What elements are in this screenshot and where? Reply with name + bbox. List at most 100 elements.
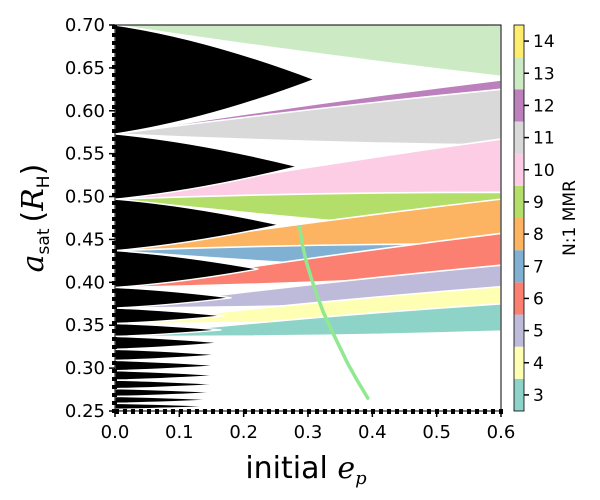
x-minor-tick xyxy=(139,409,143,414)
y-minor-tick xyxy=(112,313,117,317)
y-minor-tick xyxy=(112,169,117,173)
y-minor-tick xyxy=(112,393,117,397)
x-minor-tick xyxy=(459,409,463,414)
y-minor-tick xyxy=(112,65,117,69)
y-tick-label: 0.55 xyxy=(65,144,105,165)
y-minor-tick xyxy=(112,345,117,349)
green-curve xyxy=(297,224,370,400)
x-minor-tick xyxy=(219,409,223,414)
mmr-band-13 xyxy=(115,25,501,78)
colorbar-swatch-8 xyxy=(514,218,524,251)
unstable-region xyxy=(115,387,221,398)
colorbar-swatch-13 xyxy=(514,57,524,90)
x-tick-label: 0.1 xyxy=(165,422,194,443)
x-tick-label: 0.5 xyxy=(422,422,451,443)
x-minor-tick xyxy=(363,409,367,414)
x-minor-tick xyxy=(259,409,263,414)
x-minor-tick xyxy=(355,409,359,414)
y-minor-tick xyxy=(112,377,117,381)
y-minor-tick xyxy=(112,73,117,77)
x-minor-tick xyxy=(267,409,271,414)
unstable-region xyxy=(115,322,222,338)
x-minor-tick xyxy=(251,409,255,414)
colorbar-tick-label: 4 xyxy=(533,354,544,374)
y-minor-tick xyxy=(112,201,117,205)
y-minor-tick xyxy=(112,273,117,277)
y-tick-label: 0.60 xyxy=(65,101,105,122)
colorbar-tick-label: 11 xyxy=(533,129,555,149)
y-tick-label: 0.25 xyxy=(65,401,105,422)
y-minor-tick xyxy=(112,105,117,109)
x-minor-tick xyxy=(315,409,319,414)
x-minor-tick xyxy=(203,409,207,414)
y-minor-tick xyxy=(112,257,117,261)
x-minor-tick xyxy=(467,409,471,414)
x-minor-tick xyxy=(291,409,295,414)
x-minor-tick xyxy=(435,409,439,414)
x-minor-tick xyxy=(123,409,127,414)
y-minor-tick xyxy=(112,321,117,325)
y-minor-tick xyxy=(112,33,117,37)
y-minor-tick xyxy=(112,57,117,61)
mmr-band-11 xyxy=(115,88,501,146)
unstable-region xyxy=(115,348,222,362)
x-axis-label: initial ep xyxy=(245,451,367,489)
x-minor-tick xyxy=(419,409,423,414)
colorbar-tick-label: 13 xyxy=(533,64,555,84)
unstable-region xyxy=(115,359,222,372)
colorbar-swatch-7 xyxy=(514,250,524,283)
y-minor-tick xyxy=(112,361,117,365)
y-minor-tick xyxy=(112,305,117,309)
x-minor-tick xyxy=(451,409,455,414)
x-minor-tick xyxy=(491,409,495,414)
y-minor-tick xyxy=(112,409,117,413)
unstable-region xyxy=(115,369,222,381)
colorbar-swatch-10 xyxy=(514,153,524,186)
colorbar-swatch-9 xyxy=(514,185,524,218)
x-axis: 0.0 0.1 0.2 0.3 0.4 0.5 0.6 xyxy=(101,409,515,443)
x-minor-tick xyxy=(443,409,447,414)
x-minor-tick xyxy=(283,409,287,414)
x-minor-tick xyxy=(371,409,375,414)
y-minor-tick xyxy=(112,385,117,389)
x-minor-tick xyxy=(195,409,199,414)
y-minor-tick xyxy=(112,161,117,165)
y-minor-tick xyxy=(112,113,117,117)
y-minor-tick xyxy=(112,177,117,181)
y-minor-tick xyxy=(112,401,117,405)
colorbar-frame xyxy=(513,24,525,412)
colorbar-tick-label: 12 xyxy=(533,96,555,116)
unstable-region xyxy=(115,335,224,350)
x-minor-tick xyxy=(427,409,431,414)
x-minor-tick xyxy=(227,409,231,414)
y-tick-label: 0.35 xyxy=(65,315,105,336)
colorbar-swatch-11 xyxy=(514,121,524,154)
y-minor-tick xyxy=(112,225,117,229)
green-curve-line xyxy=(297,224,370,400)
unstable-region xyxy=(115,25,317,135)
x-minor-tick xyxy=(275,409,279,414)
unstable-region xyxy=(115,249,259,289)
colorbar-swatch-6 xyxy=(514,282,524,315)
y-minor-tick xyxy=(112,25,117,29)
colorbar-swatch-12 xyxy=(514,89,524,122)
x-minor-tick xyxy=(299,409,303,414)
y-minor-tick xyxy=(112,353,117,357)
y-minor-tick xyxy=(112,185,117,189)
colorbar-swatch-4 xyxy=(514,346,524,379)
x-minor-tick xyxy=(307,409,311,414)
colorbar-swatch-5 xyxy=(514,314,524,347)
x-tick-label: 0.2 xyxy=(229,422,258,443)
y-minor-tick xyxy=(112,89,117,93)
x-minor-tick xyxy=(211,409,215,414)
x-minor-tick xyxy=(387,409,391,414)
y-minor-tick xyxy=(112,241,117,245)
colorbar-tick-label: 7 xyxy=(533,257,544,277)
colorbar-tick-label: 9 xyxy=(533,193,544,213)
y-minor-tick xyxy=(112,97,117,101)
unstable-region xyxy=(115,395,220,404)
unstable-region xyxy=(115,379,221,390)
y-minor-tick xyxy=(112,217,117,221)
x-minor-tick xyxy=(131,409,135,414)
y-minor-tick xyxy=(112,145,117,149)
